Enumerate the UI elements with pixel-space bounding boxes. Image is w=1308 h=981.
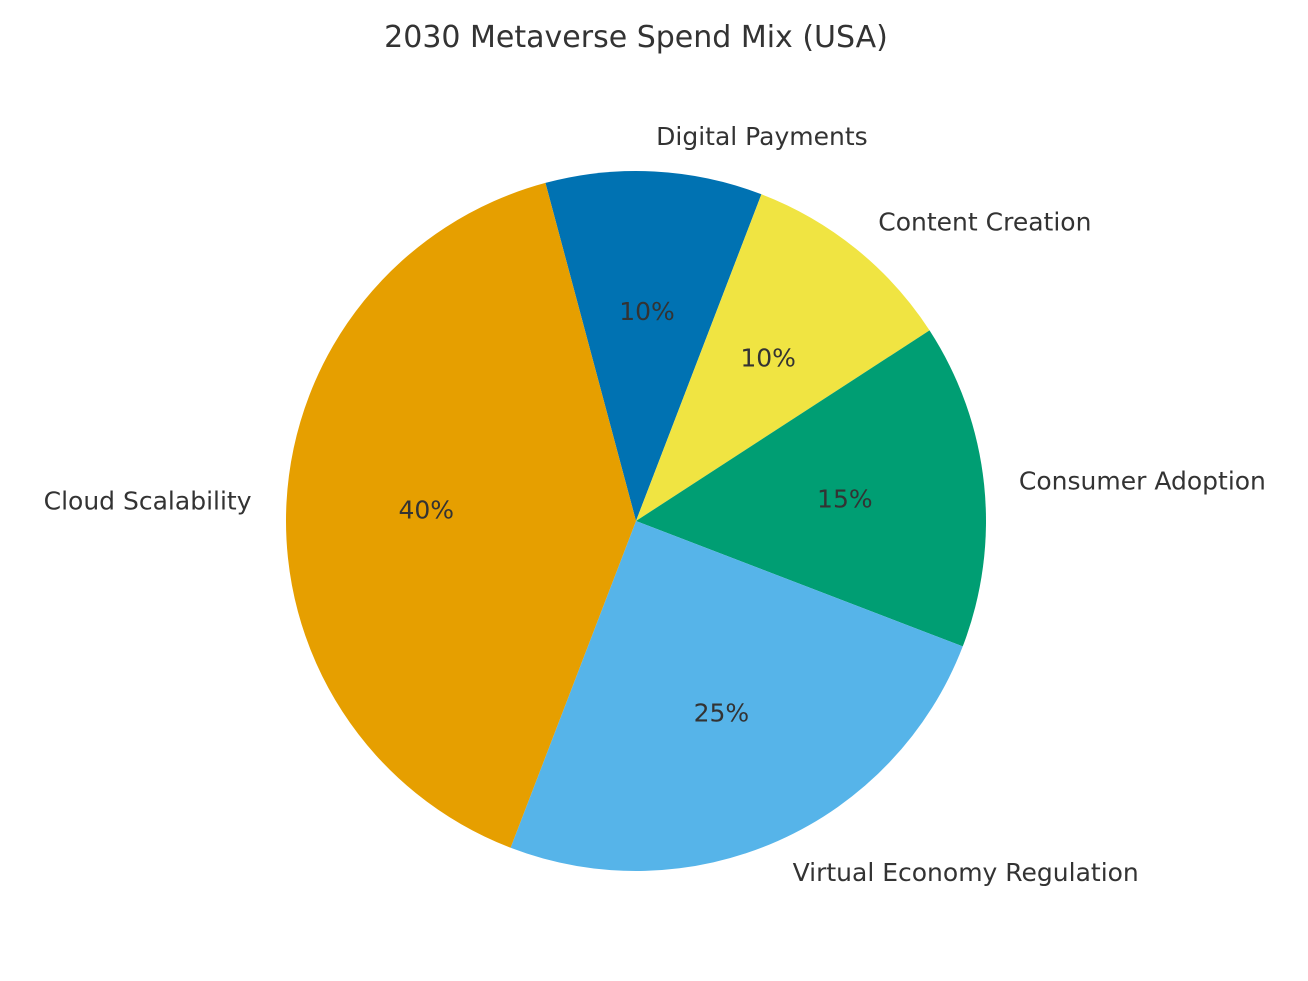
pct-label-virtual-economy-regulation: 25%: [694, 698, 750, 727]
category-label-consumer-adoption: Consumer Adoption: [1019, 466, 1266, 495]
pie-slice-digital-payments: [545, 171, 762, 521]
category-label-cloud-scalability: Cloud Scalability: [44, 486, 252, 515]
pct-label-content-creation: 10%: [740, 343, 796, 372]
percent-labels: 10% 10% 15% 25% 40%: [398, 297, 872, 728]
pie-slice-consumer-adoption: [636, 330, 987, 647]
category-label-virtual-economy-regulation: Virtual Economy Regulation: [793, 858, 1139, 887]
pct-label-consumer-adoption: 15%: [817, 485, 873, 514]
chart-title: 2030 Metaverse Spend Mix (USA): [384, 20, 888, 55]
category-label-digital-payments: Digital Payments: [656, 122, 868, 151]
pct-label-digital-payments: 10%: [619, 297, 675, 326]
pct-label-cloud-scalability: 40%: [398, 496, 454, 525]
pie-slices: [286, 171, 987, 871]
category-labels: Digital Payments Content Creation Consumer…: [44, 122, 1266, 887]
pie-slice-virtual-economy-regulation: [510, 521, 963, 871]
category-label-content-creation: Content Creation: [878, 207, 1091, 236]
pie-slice-cloud-scalability: [286, 182, 636, 848]
pie-slice-content-creation: [636, 194, 930, 521]
